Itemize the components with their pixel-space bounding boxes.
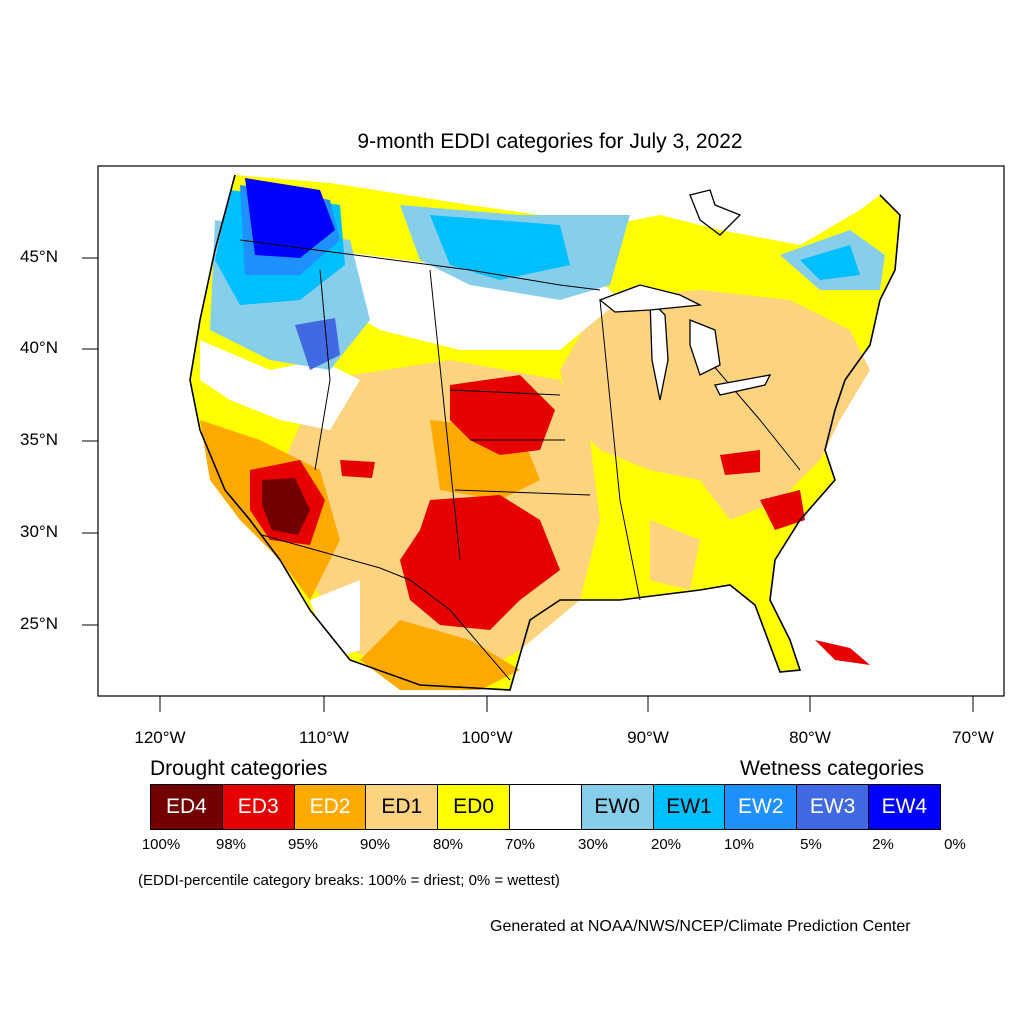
hudson-coast [689, 189, 742, 236]
eddi-map [82, 165, 1005, 712]
legend-label-ew3: EW3 [809, 795, 856, 818]
pct-break-10: 10% [723, 836, 755, 853]
lon-label-120: 120°W [134, 728, 186, 747]
pct-break-95: 95% [287, 836, 319, 853]
legend-cell-ew4: EW4 [867, 784, 941, 830]
legend-cell-ed2: ED2 [293, 784, 367, 830]
ed3-region-texas [400, 495, 560, 630]
legend-cell-ed3: ED3 [221, 784, 295, 830]
state-line-west [314, 269, 331, 471]
ed1-region [560, 290, 870, 520]
ew1-region-greatlakes [430, 215, 570, 280]
lake-huron [689, 319, 721, 376]
coastline [189, 174, 901, 691]
legend-cell-ed4: ED4 [150, 784, 223, 830]
legend-label-ew1: EW1 [666, 795, 712, 818]
ed1-region-se [650, 520, 700, 590]
legend-label-ed2: ED2 [309, 795, 351, 818]
cuba-region [815, 640, 870, 665]
pct-break-0: 0% [944, 836, 966, 853]
ed3-region-carolina [760, 490, 805, 530]
legend-label-ed1: ED1 [381, 795, 423, 818]
state-line-ok-tx [454, 489, 591, 496]
lon-label-80: 80°W [789, 728, 831, 747]
ed3-region-nm [340, 460, 375, 478]
pct-break-2: 2% [872, 836, 894, 853]
legend-cell-ed0: ED0 [437, 784, 510, 830]
drought-heading: Drought categories [150, 757, 328, 780]
legend-cell-ew1: EW1 [652, 784, 726, 830]
lake-erie [714, 374, 772, 396]
lon-label-110: 110°W [299, 728, 349, 747]
ew3-region-idaho [295, 318, 340, 370]
legend-label-ew2: EW2 [738, 795, 784, 818]
legend-label-ed0: ED0 [453, 795, 495, 818]
legend-cell-neutral [508, 784, 582, 830]
pct-break-5: 5% [800, 836, 822, 853]
source-credit: Generated at NOAA/NWS/NCEP/Climate Predi… [490, 918, 911, 935]
lon-label-90: 90°W [627, 728, 669, 747]
ed3-region-plains [450, 375, 555, 455]
lat-label-40: 40°N [20, 338, 58, 357]
legend-label-ew4: EW4 [881, 795, 928, 818]
legend-label-ew0: EW0 [594, 795, 640, 818]
category-footnote: (EDDI-percentile category breaks: 100% =… [138, 872, 560, 889]
legend-cell-ew2: EW2 [724, 784, 798, 830]
legend-cell-ew0: EW0 [580, 784, 654, 830]
state-line-ne-ks [449, 389, 561, 396]
state-line-mississippi [599, 299, 641, 601]
us-canada-border [239, 239, 601, 291]
state-line-appalachia [699, 349, 801, 471]
pct-break-100: 100% [141, 836, 181, 853]
ew4-region-nw [245, 178, 335, 258]
lat-label-25: 25°N [20, 614, 58, 633]
pct-break-98: 98% [215, 836, 247, 853]
legend-cell-ed1: ED1 [365, 784, 439, 830]
lake-superior [598, 284, 703, 313]
legend-label-ed3: ED3 [237, 795, 279, 818]
lon-label-70: 70°W [952, 728, 994, 747]
lake-michigan [649, 298, 669, 401]
lat-label-45: 45°N [20, 247, 58, 266]
pct-break-80: 80% [432, 836, 464, 853]
legend-label-ed4: ED4 [165, 795, 207, 818]
legend-cell-ew3: EW3 [796, 784, 869, 830]
pct-break-30: 30% [577, 836, 609, 853]
neutral-region-north [330, 250, 620, 350]
ew1-region-ne [800, 245, 860, 280]
neutral-region-mexico [310, 580, 360, 660]
map-title: 9-month EDDI categories for July 3, 2022 [357, 130, 743, 153]
lat-label-35: 35°N [20, 430, 58, 449]
wetness-heading: Wetness categories [740, 757, 925, 780]
pct-break-90: 90% [359, 836, 391, 853]
pct-break-20: 20% [650, 836, 682, 853]
lat-label-30: 30°N [20, 522, 58, 541]
legend-colorbar: ED4 ED3 ED2 ED1 ED0 EW0 EW1 EW2 EW3 EW4 [150, 784, 941, 830]
state-line-central [429, 269, 461, 561]
pct-break-70: 70% [504, 836, 536, 853]
ed4-region [262, 478, 310, 535]
ed2-region-south [360, 620, 520, 690]
ed3-region-tn [720, 450, 760, 475]
us-mexico-border [261, 534, 511, 681]
map-frame [97, 165, 1005, 697]
lon-label-100: 100°W [461, 728, 513, 747]
